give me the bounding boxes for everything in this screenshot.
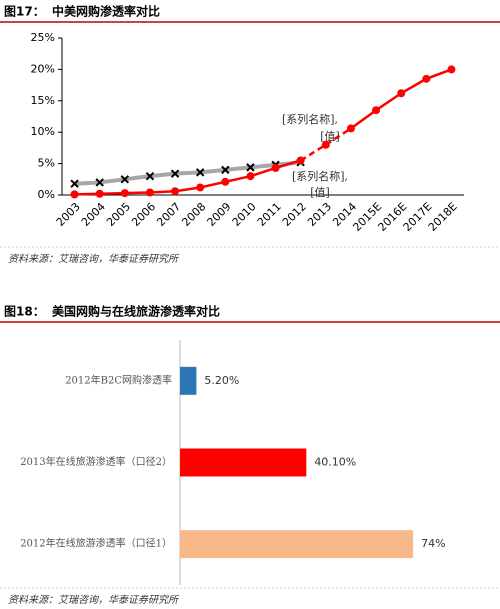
x-tick-label: 2018E bbox=[426, 200, 460, 234]
y-tick-label: 5% bbox=[38, 157, 55, 170]
y-tick-label: 15% bbox=[31, 94, 55, 107]
y-tick-label: 0% bbox=[38, 188, 55, 201]
source: 资料来源：艾瑞咨询，华泰证券研究所 bbox=[8, 594, 180, 606]
x-tick-label: 2013 bbox=[305, 200, 334, 229]
marker bbox=[372, 106, 381, 115]
x-tick-label: 2011 bbox=[255, 200, 284, 229]
marker bbox=[296, 156, 305, 165]
marker bbox=[120, 189, 129, 198]
x-tick-label: 2004 bbox=[79, 200, 108, 229]
x-tick-label: 2012 bbox=[280, 200, 309, 229]
series-line bbox=[350, 68, 452, 130]
x-tick-label: 2008 bbox=[179, 200, 208, 229]
marker bbox=[246, 163, 255, 172]
y-tick-label: 10% bbox=[31, 125, 55, 138]
marker bbox=[221, 165, 230, 175]
annotation: [系列名称], bbox=[292, 169, 348, 183]
marker bbox=[70, 190, 79, 199]
marker bbox=[397, 89, 406, 98]
category-label: 2013年在线旅游渗透率（口径2） bbox=[20, 455, 172, 468]
figure-label: 图18： bbox=[4, 305, 45, 319]
marker bbox=[70, 179, 79, 188]
annotation: [系列名称], bbox=[282, 112, 338, 126]
figure-label: 图17： bbox=[4, 5, 45, 19]
marker bbox=[447, 65, 456, 74]
marker bbox=[221, 177, 230, 186]
marker bbox=[195, 168, 205, 177]
value-label: 40.10% bbox=[314, 456, 356, 469]
value-label: 5.20% bbox=[204, 374, 239, 387]
marker bbox=[422, 74, 431, 83]
marker bbox=[346, 124, 355, 133]
figure-title: 中美网购渗透率对比 bbox=[52, 4, 160, 19]
series-line bbox=[74, 159, 302, 196]
marker bbox=[171, 187, 180, 196]
y-tick-label: 20% bbox=[31, 62, 55, 75]
x-tick-label: 2010 bbox=[230, 200, 259, 229]
marker bbox=[246, 172, 255, 181]
category-label: 2012年B2C网购渗透率 bbox=[65, 373, 172, 386]
annotation: [值] bbox=[320, 130, 340, 143]
x-tick-label: 2005 bbox=[104, 200, 133, 229]
x-tick-label: 2009 bbox=[205, 200, 234, 229]
x-tick-label: 2006 bbox=[129, 200, 158, 229]
bar bbox=[180, 448, 307, 477]
marker bbox=[196, 183, 205, 192]
value-label: 74% bbox=[421, 537, 445, 550]
marker bbox=[271, 163, 280, 172]
marker bbox=[95, 189, 104, 198]
y-tick-label: 25% bbox=[31, 31, 55, 44]
x-tick-label: 2007 bbox=[154, 200, 183, 229]
marker bbox=[145, 188, 154, 197]
marker bbox=[120, 175, 130, 184]
annotation: [值] bbox=[310, 186, 330, 199]
category-label: 2012年在线旅游渗透率（口径1） bbox=[20, 537, 172, 550]
figure-title: 美国网购与在线旅游渗透率对比 bbox=[52, 304, 220, 319]
marker bbox=[95, 178, 104, 187]
x-tick-label: 2003 bbox=[54, 200, 83, 229]
bar bbox=[180, 366, 197, 395]
series-line bbox=[74, 160, 301, 186]
marker bbox=[321, 140, 330, 149]
source: 资料来源：艾瑞咨询，华泰证券研究所 bbox=[8, 253, 180, 265]
bar bbox=[180, 530, 414, 559]
marker bbox=[145, 171, 155, 181]
marker bbox=[170, 169, 180, 178]
